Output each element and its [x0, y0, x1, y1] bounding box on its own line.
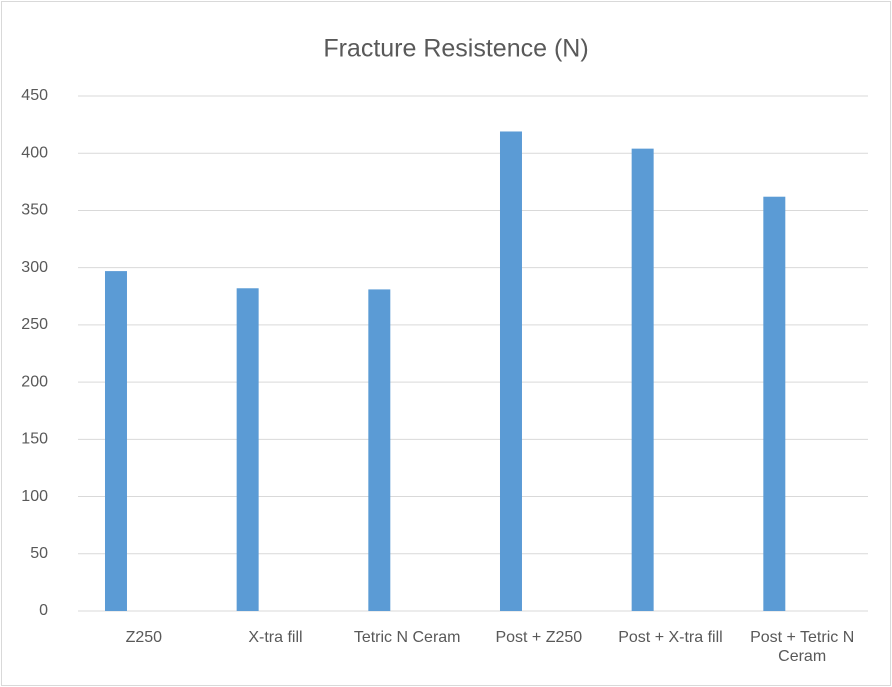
bar	[763, 196, 786, 611]
y-tick-label: 250	[21, 316, 48, 333]
chart-title: Fracture Resistence (N)	[323, 35, 588, 63]
x-tick-label: Post + X-tra fill	[618, 629, 723, 646]
x-tick-label: Post + Tetric N Ceram	[750, 629, 855, 665]
x-tick-label: Post + Z250	[495, 629, 583, 646]
bar	[499, 131, 522, 611]
y-tick-label: 200	[21, 373, 48, 390]
bar	[236, 288, 259, 611]
y-tick-label: 450	[21, 87, 48, 104]
bar	[104, 271, 127, 611]
x-tick-label: X-tra fill	[248, 629, 303, 646]
x-tick-label: Tetric N Ceram	[353, 629, 461, 646]
y-tick-label: 0	[39, 602, 48, 619]
bar	[368, 289, 391, 611]
y-tick-label: 300	[21, 259, 48, 276]
y-tick-label: 400	[21, 144, 48, 161]
y-tick-label: 350	[21, 202, 48, 219]
x-tick-label: Z250	[125, 629, 163, 646]
y-tick-label: 50	[30, 545, 48, 562]
bar	[631, 148, 654, 611]
y-tick-label: 150	[21, 431, 48, 448]
y-tick-label: 100	[21, 488, 48, 505]
